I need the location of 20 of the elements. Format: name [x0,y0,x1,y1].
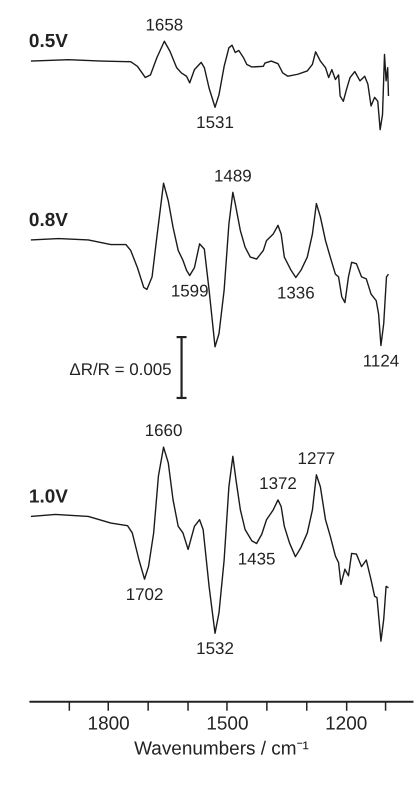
annotation: 1532 [196,639,234,658]
x-tick-label: 1200 [325,714,368,735]
series-label: 1.0V [28,486,68,508]
x-axis-title: Wavenumbers / cm⁻¹ [134,738,309,760]
annotation: 1702 [126,585,164,604]
annotation: 1277 [298,448,336,468]
x-tick-label: 1500 [206,714,248,735]
annotation: 1336 [276,283,315,302]
annotation: 1435 [238,549,276,568]
annotation: 1489 [214,166,252,186]
annotation: 1658 [146,15,184,34]
annotation: 1124 [362,351,400,370]
annotation: ΔR/R = 0.005 [69,360,172,380]
annotation: 1599 [170,281,209,300]
series-label: 0.5V [28,31,68,52]
annotation: 1372 [259,474,297,493]
annotation: 1660 [144,421,182,440]
annotation: 1531 [196,113,234,132]
x-tick-label: 1800 [88,714,130,735]
series-label: 0.8V [28,210,68,231]
